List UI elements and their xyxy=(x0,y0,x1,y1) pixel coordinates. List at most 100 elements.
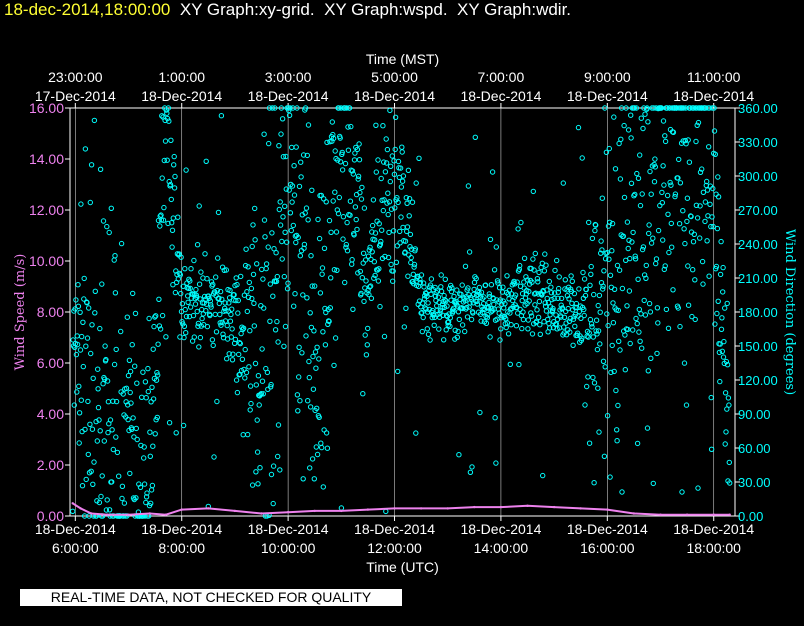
wdir-point xyxy=(253,469,259,475)
wdir-point xyxy=(436,326,442,332)
wdir-point xyxy=(505,331,512,337)
wdir-point xyxy=(610,300,616,306)
wdir-point xyxy=(443,298,449,304)
wdir-point xyxy=(228,311,234,318)
wdir-point xyxy=(234,281,240,288)
wdir-point xyxy=(638,115,644,121)
wdir-point xyxy=(331,267,338,273)
wspd-line xyxy=(72,502,730,516)
wdir-point xyxy=(139,394,145,400)
wdir-point xyxy=(634,320,640,327)
wdir-point xyxy=(316,235,323,242)
wdir-point xyxy=(566,318,573,324)
wdir-point xyxy=(476,284,483,291)
wdir-point xyxy=(76,383,82,389)
wdir-point xyxy=(296,183,303,190)
wdir-point xyxy=(326,318,332,325)
wdir-point xyxy=(159,113,165,119)
wdir-point xyxy=(702,218,708,225)
wdir-point xyxy=(648,191,654,197)
wdir-point xyxy=(232,336,239,343)
wdir-point xyxy=(543,262,549,268)
wdir-point xyxy=(439,305,445,311)
wdir-point xyxy=(529,331,536,337)
wdir-point xyxy=(655,320,661,326)
wdir-point xyxy=(143,499,149,506)
wdir-point xyxy=(309,187,315,194)
wdir-point xyxy=(190,312,197,319)
wdir-point xyxy=(697,235,703,241)
wdir-point xyxy=(596,429,602,435)
bottom-tick-time: 12:00:00 xyxy=(367,540,422,556)
wdir-point xyxy=(633,315,639,322)
wdir-point xyxy=(633,105,640,111)
wdir-point xyxy=(295,408,301,414)
wdir-point xyxy=(275,339,281,345)
wdir-point xyxy=(581,276,588,282)
wdir-point xyxy=(401,324,407,330)
wdir-point xyxy=(483,320,490,326)
wdir-point xyxy=(627,255,633,262)
wdir-point xyxy=(711,105,717,111)
wdir-point xyxy=(708,223,714,230)
wdir-point xyxy=(665,325,672,331)
wdir-point xyxy=(406,196,413,202)
wdir-point xyxy=(304,152,310,159)
wdir-point xyxy=(487,236,494,243)
wdir-point xyxy=(147,429,153,435)
wdir-point xyxy=(73,297,79,303)
wdir-point xyxy=(580,269,586,276)
wdir-point xyxy=(319,444,325,451)
wdir-point xyxy=(271,246,277,252)
wdir-point xyxy=(619,489,625,495)
wdir-point xyxy=(639,191,645,197)
wdir-point xyxy=(214,398,220,405)
wdir-point xyxy=(537,331,543,337)
wdir-point xyxy=(642,312,649,318)
wdir-point xyxy=(622,367,628,373)
wspd-point xyxy=(106,513,109,516)
wdir-point xyxy=(568,273,574,279)
wdir-point xyxy=(100,381,106,387)
wdir-point xyxy=(332,189,338,195)
wdir-point xyxy=(625,127,632,133)
wdir-point xyxy=(387,178,393,185)
wdir-point xyxy=(593,222,599,228)
wdir-point xyxy=(249,482,256,488)
wdir-point xyxy=(93,418,99,425)
wdir-point xyxy=(427,337,433,343)
wdir-point xyxy=(296,374,302,380)
wdir-point xyxy=(721,338,727,345)
wdir-point xyxy=(371,259,377,265)
wdir-point xyxy=(407,231,414,238)
wdir-point xyxy=(718,238,724,245)
wdir-point xyxy=(306,358,312,365)
wdir-point xyxy=(699,166,705,172)
wdir-point xyxy=(169,220,175,226)
wdir-point xyxy=(448,288,455,295)
wdir-point xyxy=(219,296,225,302)
wdir-point xyxy=(308,253,314,259)
wdir-point xyxy=(75,303,82,309)
wdir-point xyxy=(298,174,304,180)
wdir-point xyxy=(134,380,140,386)
wdir-point xyxy=(241,292,248,298)
wdir-point xyxy=(337,135,343,141)
wdir-point xyxy=(447,315,453,321)
wdir-point xyxy=(428,276,435,282)
wdir-point xyxy=(488,282,495,288)
wdir-point xyxy=(196,203,202,209)
wdir-point xyxy=(530,188,536,195)
wdir-point xyxy=(376,221,382,227)
wdir-point xyxy=(380,207,386,214)
wdir-point xyxy=(474,301,481,307)
wdir-point xyxy=(215,209,222,216)
wdir-point xyxy=(587,282,593,288)
wdir-point xyxy=(308,324,315,331)
wdir-point xyxy=(459,282,465,288)
wdir-point xyxy=(245,431,251,438)
wdir-point xyxy=(262,234,268,240)
wdir-point xyxy=(268,381,274,388)
wdir-point xyxy=(603,149,610,156)
wdir-point xyxy=(450,308,456,315)
